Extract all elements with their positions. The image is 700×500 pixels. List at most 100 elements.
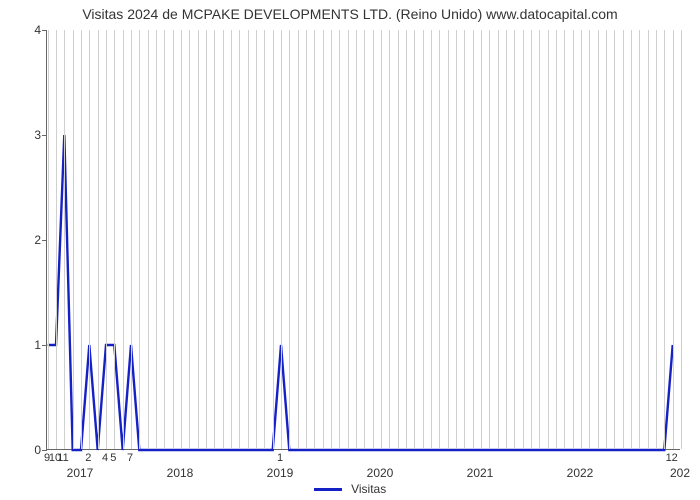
gridline-vertical	[423, 30, 424, 449]
gridline-vertical	[64, 30, 65, 449]
gridline-vertical	[439, 30, 440, 449]
gridline-vertical	[256, 30, 257, 449]
xtick-minor-label: 7	[127, 452, 133, 464]
ytick-mark	[42, 345, 47, 346]
ytick-label: 0	[23, 443, 41, 457]
gridline-vertical	[264, 30, 265, 449]
ytick-label: 1	[23, 338, 41, 352]
plot-area: 01234	[46, 30, 680, 450]
gridline-vertical	[564, 30, 565, 449]
xtick-minor-label: 2	[85, 452, 91, 464]
gridline-vertical	[414, 30, 415, 449]
gridline-vertical	[214, 30, 215, 449]
xtick-minor-label: 1	[277, 452, 283, 464]
gridline-vertical	[148, 30, 149, 449]
ytick-mark	[42, 240, 47, 241]
gridline-vertical	[373, 30, 374, 449]
gridline-vertical	[123, 30, 124, 449]
xtick-year-label: 2020	[367, 466, 394, 480]
ytick-label: 4	[23, 23, 41, 37]
gridline-vertical	[673, 30, 674, 449]
gridline-vertical	[73, 30, 74, 449]
legend: Visitas	[0, 481, 700, 496]
xtick-year-label: 2022	[567, 466, 594, 480]
gridline-vertical	[539, 30, 540, 449]
gridline-vertical	[523, 30, 524, 449]
gridline-vertical	[531, 30, 532, 449]
gridline-vertical	[381, 30, 382, 449]
gridline-vertical	[289, 30, 290, 449]
gridline-vertical	[139, 30, 140, 449]
gridline-vertical	[406, 30, 407, 449]
gridline-vertical	[198, 30, 199, 449]
gridline-vertical	[273, 30, 274, 449]
xtick-minor-label: 11	[57, 452, 68, 464]
gridline-vertical	[664, 30, 665, 449]
gridline-vertical	[639, 30, 640, 449]
xtick-minor-label: 12	[666, 452, 678, 464]
xtick-year-label: 2019	[267, 466, 294, 480]
gridline-vertical	[656, 30, 657, 449]
gridline-vertical	[598, 30, 599, 449]
legend-label: Visitas	[351, 482, 386, 496]
gridline-vertical	[164, 30, 165, 449]
gridline-vertical	[606, 30, 607, 449]
gridline-vertical	[514, 30, 515, 449]
gridline-vertical	[306, 30, 307, 449]
gridline-vertical	[364, 30, 365, 449]
gridline-vertical	[173, 30, 174, 449]
ytick-label: 3	[23, 128, 41, 142]
gridline-vertical	[81, 30, 82, 449]
gridline-vertical	[631, 30, 632, 449]
gridline-vertical	[181, 30, 182, 449]
gridline-vertical	[131, 30, 132, 449]
ytick-mark	[42, 135, 47, 136]
gridline-vertical	[298, 30, 299, 449]
gridline-vertical	[481, 30, 482, 449]
gridline-vertical	[623, 30, 624, 449]
gridline-vertical	[648, 30, 649, 449]
gridline-vertical	[248, 30, 249, 449]
gridline-vertical	[614, 30, 615, 449]
gridline-vertical	[281, 30, 282, 449]
xtick-year-label: 2018	[167, 466, 194, 480]
legend-swatch	[314, 488, 342, 491]
xtick-minor-label: 5	[110, 452, 116, 464]
gridline-vertical	[339, 30, 340, 449]
xtick-year-label: 202	[670, 466, 690, 480]
gridline-vertical	[56, 30, 57, 449]
gridline-vertical	[456, 30, 457, 449]
gridline-vertical	[106, 30, 107, 449]
gridline-vertical	[448, 30, 449, 449]
gridline-vertical	[348, 30, 349, 449]
ytick-label: 2	[23, 233, 41, 247]
gridline-vertical	[464, 30, 465, 449]
gridline-vertical	[206, 30, 207, 449]
gridline-vertical	[189, 30, 190, 449]
gridline-vertical	[156, 30, 157, 449]
gridline-vertical	[506, 30, 507, 449]
chart-container: Visitas 2024 de MCPAKE DEVELOPMENTS LTD.…	[0, 0, 700, 500]
gridline-vertical	[323, 30, 324, 449]
gridline-vertical	[581, 30, 582, 449]
gridline-vertical	[398, 30, 399, 449]
gridline-vertical	[573, 30, 574, 449]
gridline-vertical	[239, 30, 240, 449]
xtick-year-label: 2021	[467, 466, 494, 480]
gridline-vertical	[89, 30, 90, 449]
chart-title: Visitas 2024 de MCPAKE DEVELOPMENTS LTD.…	[0, 6, 700, 22]
gridline-vertical	[489, 30, 490, 449]
series-line	[48, 135, 673, 450]
ytick-mark	[42, 450, 47, 451]
gridline-vertical	[389, 30, 390, 449]
gridline-vertical	[681, 30, 682, 449]
xtick-year-label: 2017	[67, 466, 94, 480]
gridline-vertical	[589, 30, 590, 449]
gridline-vertical	[223, 30, 224, 449]
gridline-vertical	[98, 30, 99, 449]
gridline-vertical	[431, 30, 432, 449]
gridline-vertical	[114, 30, 115, 449]
gridline-vertical	[473, 30, 474, 449]
gridline-vertical	[556, 30, 557, 449]
gridline-vertical	[498, 30, 499, 449]
